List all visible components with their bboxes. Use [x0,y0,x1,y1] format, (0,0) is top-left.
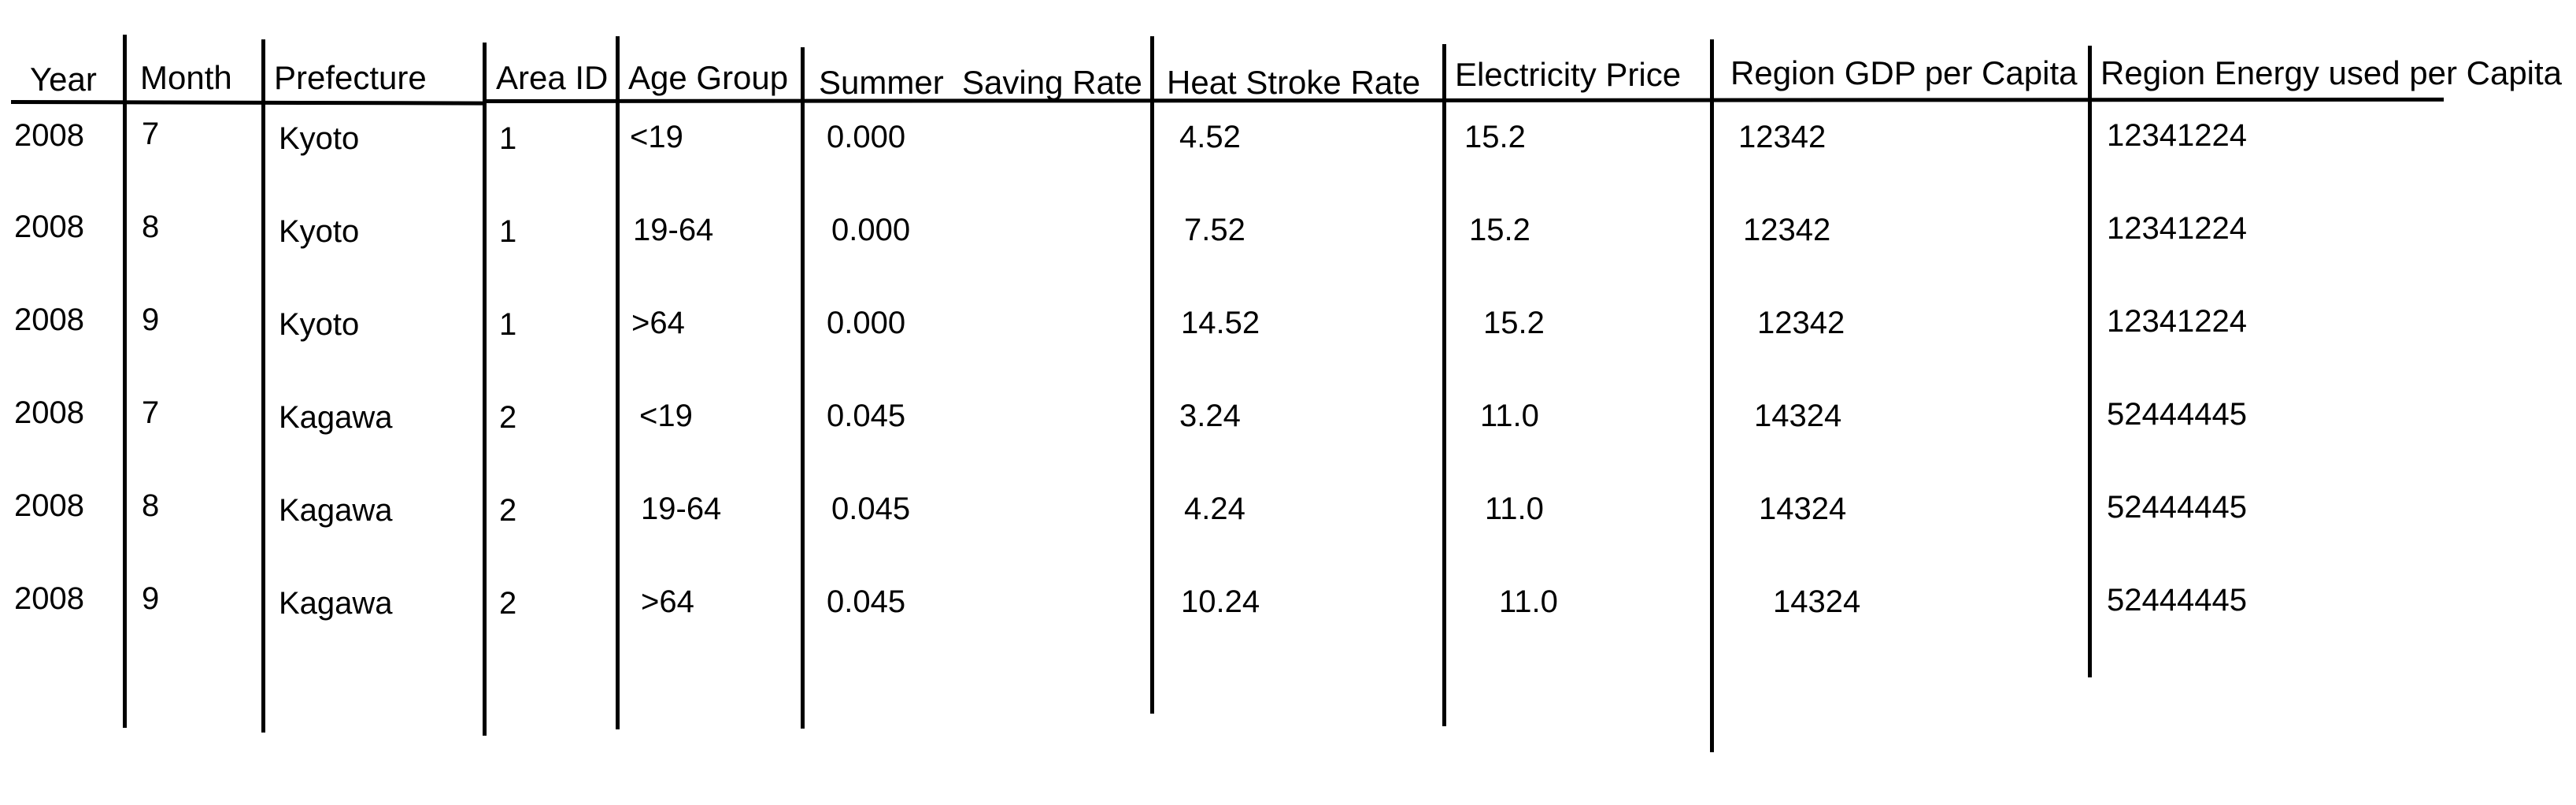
table-cell-region-energy: 52444445 [2107,397,2247,432]
table-cell-year: 2008 [14,210,84,244]
table-cell-summer-saving-rate: 0.000 [831,213,911,247]
table-cell-prefecture: Kyoto [279,214,360,249]
table-cell-month: 7 [142,395,160,430]
header-month: Month [140,59,232,96]
table-cell-area-id: 1 [499,214,517,249]
table-cell-region-gdp: 14324 [1759,492,1847,526]
table-cell-summer-saving-rate: 0.045 [831,492,911,526]
column-divider-3 [483,43,487,736]
table-cell-electricity-price: 11.0 [1499,584,1558,619]
table-cell-month: 7 [142,117,160,151]
table-cell-summer-saving-rate: 0.000 [827,306,906,340]
table-cell-summer-saving-rate: 0.045 [827,584,906,619]
table-cell-prefecture: Kagawa [279,493,393,528]
table-cell-electricity-price: 15.2 [1469,213,1530,247]
table-cell-region-energy: 12341224 [2107,211,2247,246]
table-cell-electricity-price: 11.0 [1480,399,1539,433]
table-cell-region-gdp: 14324 [1754,399,1842,433]
table-cell-year: 2008 [14,395,84,430]
table-cell-heat-stroke-rate: 4.24 [1184,492,1245,526]
table-cell-area-id: 2 [499,586,517,621]
column-divider-6 [1150,36,1154,714]
column-divider-7 [1442,44,1446,726]
table-cell-area-id: 1 [499,307,517,342]
column-divider-2 [261,39,265,733]
table-cell-prefecture: Kyoto [279,307,360,342]
table-cell-region-energy: 52444445 [2107,583,2247,618]
table-cell-month: 9 [142,581,160,616]
table-cell-heat-stroke-rate: 10.24 [1181,584,1260,619]
header-heat-stroke-rate: Heat Stroke Rate [1167,64,1421,101]
table-cell-region-energy: 12341224 [2107,118,2247,153]
table-cell-area-id: 1 [499,121,517,156]
header-age-group: Age Group [628,59,789,96]
column-divider-4 [616,36,620,729]
column-divider-8 [1710,39,1714,752]
table-cell-prefecture: Kagawa [279,400,393,435]
table-cell-heat-stroke-rate: 4.52 [1179,120,1241,154]
table-cell-summer-saving-rate: 0.000 [827,120,906,154]
table-cell-year: 2008 [14,581,84,616]
header-underline-left [10,100,484,106]
table-cell-heat-stroke-rate: 14.52 [1181,306,1260,340]
table-cell-heat-stroke-rate: 7.52 [1184,213,1245,247]
table-cell-month: 9 [142,302,160,337]
header-prefecture: Prefecture [274,59,427,96]
table-cell-prefecture: Kyoto [279,121,360,156]
header-underline-right [483,97,2445,103]
table-cell-electricity-price: 15.2 [1464,120,1526,154]
table-cell-age-group: >64 [641,584,694,619]
table-cell-age-group: <19 [639,399,693,433]
table-cell-area-id: 2 [499,493,517,528]
table-cell-region-gdp: 14324 [1773,584,1861,619]
header-region-gdp: Region GDP per Capita [1730,54,2078,91]
table-cell-region-gdp: 12342 [1738,120,1827,154]
table-cell-year: 2008 [14,302,84,337]
header-electricity-price: Electricity Price [1455,56,1682,93]
header-region-energy: Region Energy used per Capita [2100,54,2563,91]
table-cell-year: 2008 [14,118,84,153]
table-cell-month: 8 [142,210,160,244]
column-divider-5 [801,47,805,729]
table-cell-year: 2008 [14,488,84,523]
table-cell-age-group: 19-64 [633,213,714,247]
table-cell-age-group: >64 [631,306,685,340]
column-divider-1 [123,35,127,728]
header-area-id: Area ID [496,59,609,96]
table-cell-electricity-price: 15.2 [1483,306,1545,340]
table-cell-heat-stroke-rate: 3.24 [1179,399,1241,433]
table-cell-month: 8 [142,488,160,523]
table-cell-age-group: <19 [630,120,683,154]
table-cell-electricity-price: 11.0 [1485,492,1544,526]
table-cell-region-energy: 12341224 [2107,304,2247,339]
table-cell-region-gdp: 12342 [1757,306,1845,340]
table-cell-area-id: 2 [499,400,517,435]
table-cell-age-group: 19-64 [641,492,722,526]
table-cell-region-energy: 52444445 [2107,490,2247,525]
header-summer-saving-rate: Summer Saving Rate [819,64,1142,101]
table-cell-summer-saving-rate: 0.045 [827,399,906,433]
table-cell-prefecture: Kagawa [279,586,393,621]
table-cell-region-gdp: 12342 [1743,213,1831,247]
header-year: Year [30,61,97,98]
column-divider-9 [2088,46,2092,677]
